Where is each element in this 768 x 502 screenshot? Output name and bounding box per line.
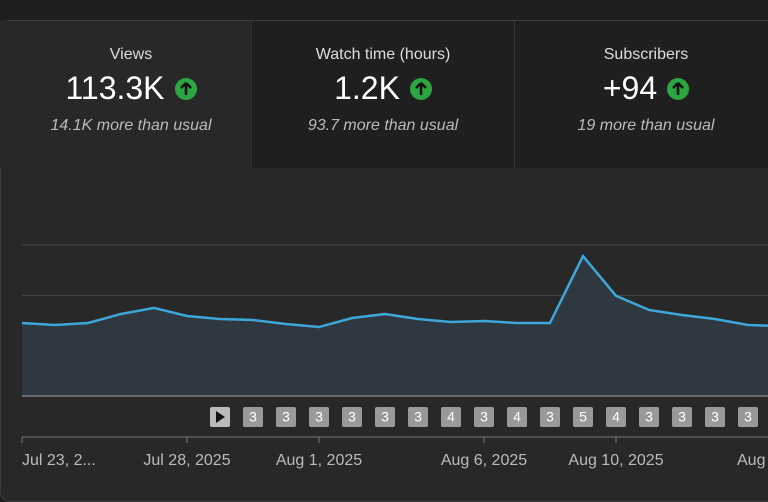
video-badge[interactable] [639,407,659,427]
metric-label: Watch time (hours) [315,46,451,63]
video-badge[interactable] [672,407,692,427]
video-badge[interactable] [606,407,626,427]
up-icon [667,77,690,100]
video-count: 3 [414,409,422,425]
video-badge[interactable] [441,407,461,427]
video-badge[interactable] [276,407,296,427]
video-badge[interactable] [342,407,362,427]
x-tick-label: Aug 10, 2025 [568,452,663,469]
video-count: 3 [711,409,719,425]
play-icon [216,411,225,423]
metric-value: +94 [602,70,658,106]
video-count: 3 [744,409,752,425]
video-count: 3 [480,409,488,425]
video-count: 3 [645,409,653,425]
page: Views 113.3K 14.1K more than usual Watch … [0,20,768,502]
video-count: 3 [348,409,356,425]
up-icon [174,77,197,100]
metric-card[interactable]: Subscribers +94 19 more than usual [514,21,768,168]
metric-note: 19 more than usual [577,117,715,134]
video-count: 4 [447,409,455,425]
metric-value: 113.3K [65,70,165,106]
x-tick-label: Jul 28, 2025 [143,452,230,469]
video-count: 4 [612,409,620,425]
video-count: 4 [513,409,521,425]
x-tick-label: Aug 6, 2025 [441,452,527,469]
video-badge[interactable] [375,407,395,427]
video-badge[interactable] [309,407,329,427]
video-count: 3 [678,409,686,425]
video-badge[interactable] [507,407,527,427]
video-count: 3 [315,409,323,425]
video-badge[interactable] [573,407,593,427]
video-count: 3 [282,409,290,425]
video-count: 3 [249,409,257,425]
video-count: 3 [381,409,389,425]
metric-note: 93.7 more than usual [307,117,459,134]
video-badge[interactable] [474,407,494,427]
video-badge[interactable] [243,407,263,427]
video-badge[interactable] [738,407,758,427]
x-tick-label: Jul 23, 2... [22,452,96,469]
chart: 3 3 3 3 3 3 4 3 4 3 5 4 3 3 3 3 Jul 23, 2... Jul 28, 2025… [21,244,768,469]
video-count: 3 [546,409,554,425]
play-button[interactable] [210,407,230,427]
area-fill [22,256,768,396]
plot: 3 3 3 3 3 3 4 3 4 3 5 4 3 3 3 3 Jul 23, 2... Jul 28, 2025… [21,253,768,469]
up-icon [409,77,432,100]
metric-card[interactable]: Views 113.3K 14.1K more than usual [0,21,262,168]
metric-label: Subscribers [603,46,689,63]
x-tick-label: Aug 1, 2025 [276,452,362,469]
metric-card[interactable]: Watch time (hours) 1.2K 93.7 more than u… [251,21,514,168]
metric-note: 14.1K more than usual [50,117,212,134]
metric-label: Views [109,46,153,63]
x-tick-label: Aug [737,452,765,469]
video-count: 5 [579,409,587,425]
video-badge[interactable] [408,407,428,427]
video-badge[interactable] [705,407,725,427]
metric-value: 1.2K [334,70,400,106]
video-badge[interactable] [540,407,560,427]
line [21,253,768,329]
